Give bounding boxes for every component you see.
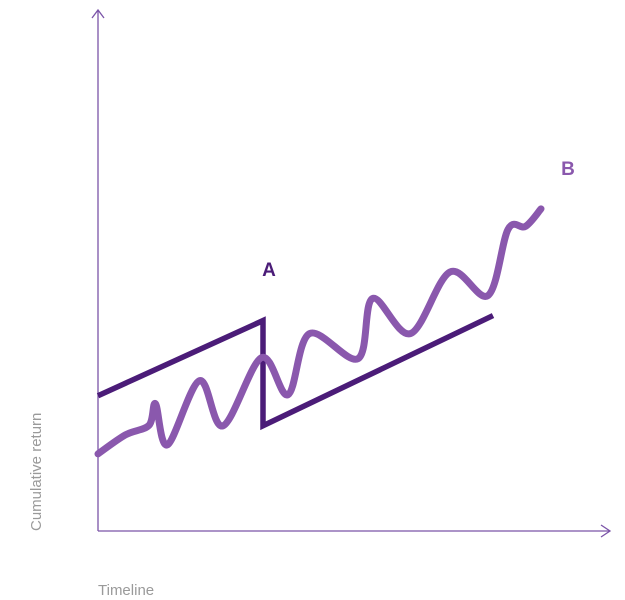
x-axis (98, 524, 612, 538)
series-b-line (94, 205, 545, 458)
y-axis-title: Cumulative return (28, 413, 45, 531)
y-axis (91, 8, 105, 531)
x-axis-arrowhead (600, 524, 612, 538)
y-axis-arrowhead (91, 8, 105, 19)
series-a-label: A (262, 260, 276, 281)
x-axis-title: Timeline (98, 582, 154, 599)
series-b-label: B (561, 159, 575, 180)
series-a-line (96, 313, 495, 431)
